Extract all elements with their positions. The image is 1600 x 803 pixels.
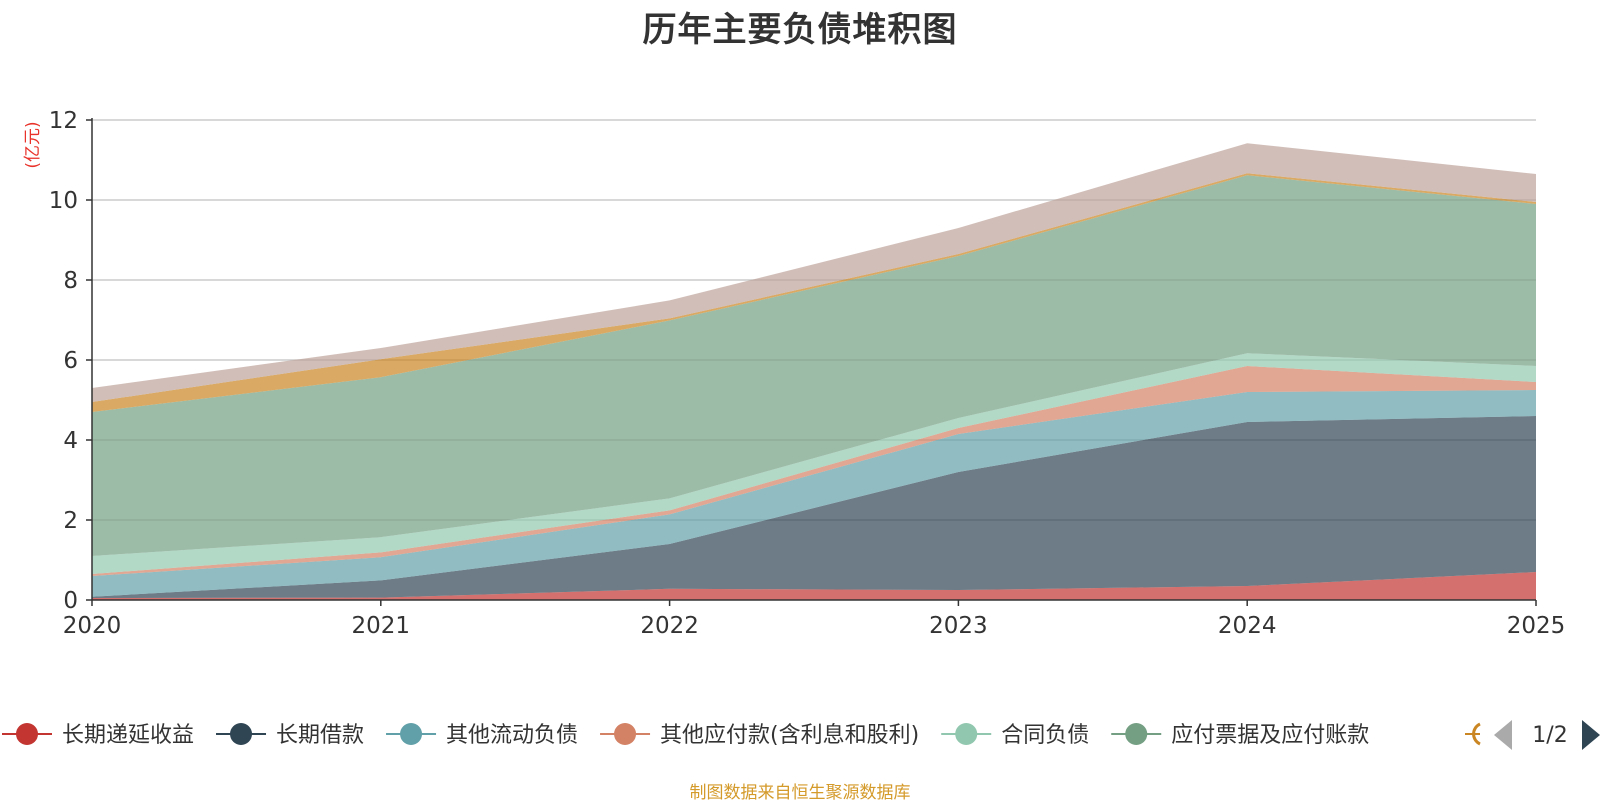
legend-label: 长期递延收益 xyxy=(62,723,194,748)
y-tick-label-6: 6 xyxy=(63,348,78,374)
x-tick-label-2020: 2020 xyxy=(63,613,122,639)
legend-marker xyxy=(16,723,38,745)
legend-marker xyxy=(1472,722,1481,746)
legend-label: 合同负债 xyxy=(1001,723,1089,748)
x-tick-label-2025: 2025 xyxy=(1507,613,1566,639)
legend-item-4[interactable]: 合同负债 xyxy=(941,723,1089,748)
area-series-4[interactable] xyxy=(92,353,1536,574)
legend-marker xyxy=(400,723,423,745)
x-tick-label-2024: 2024 xyxy=(1218,613,1277,639)
source-note: 制图数据来自恒生聚源数据库 xyxy=(689,783,911,803)
y-tick-label-8: 8 xyxy=(63,268,78,294)
legend-item-6[interactable] xyxy=(1465,722,1481,746)
legend-marker xyxy=(1125,723,1148,745)
x-tick-label-2022: 2022 xyxy=(640,613,699,639)
y-tick-label-10: 10 xyxy=(49,188,78,214)
legend-marker xyxy=(230,723,253,745)
stacked-areas xyxy=(92,143,1536,600)
area-series-5[interactable] xyxy=(92,175,1536,556)
legend-label: 长期借款 xyxy=(276,723,364,748)
y-tick-label-2: 2 xyxy=(63,508,78,534)
area-series-1[interactable] xyxy=(92,416,1536,598)
legend-page-indicator: 1/2 xyxy=(1532,723,1567,748)
legend-marker xyxy=(955,723,978,745)
legend-marker xyxy=(614,723,637,745)
area-series-7[interactable] xyxy=(92,143,1536,402)
legend-item-3[interactable]: 其他应付款(含利息和股利) xyxy=(600,723,919,748)
legend-next-page-icon[interactable] xyxy=(1582,720,1600,750)
x-tick-label-2023: 2023 xyxy=(929,613,988,639)
legend-item-5[interactable]: 应付票据及应付账款 xyxy=(1111,723,1369,748)
legend-item-0[interactable]: 长期递延收益 xyxy=(2,723,194,748)
area-series-3[interactable] xyxy=(92,366,1536,576)
y-tick-label-0: 0 xyxy=(63,588,78,614)
y-axis-unit-label: (亿元) xyxy=(23,121,43,168)
chart-title: 历年主要负债堆积图 xyxy=(642,10,958,50)
area-series-2[interactable] xyxy=(92,390,1536,597)
y-tick-label-4: 4 xyxy=(63,428,78,454)
legend-item-2[interactable]: 其他流动负债 xyxy=(386,723,578,748)
legend-item-1[interactable]: 长期借款 xyxy=(216,723,364,748)
area-series-0[interactable] xyxy=(92,572,1536,600)
legend-label: 其他流动负债 xyxy=(446,723,578,748)
y-tick-label-12: 12 xyxy=(49,108,78,134)
legend-label: 其他应付款(含利息和股利) xyxy=(660,723,919,748)
legend-prev-page-icon[interactable] xyxy=(1494,720,1512,750)
legend[interactable]: 长期递延收益 长期借款 其他流动负债 其他应付款(含利息和股利) 合同负债 应付票据及应付… xyxy=(2,720,1600,750)
area-series-6[interactable] xyxy=(92,173,1536,412)
legend-label: 应付票据及应付账款 xyxy=(1171,723,1369,748)
x-tick-label-2021: 2021 xyxy=(352,613,411,639)
axes: 0 2 4 6 8 10 12 2020 2021 2022 2023 2024 2025 xyxy=(49,108,1566,639)
